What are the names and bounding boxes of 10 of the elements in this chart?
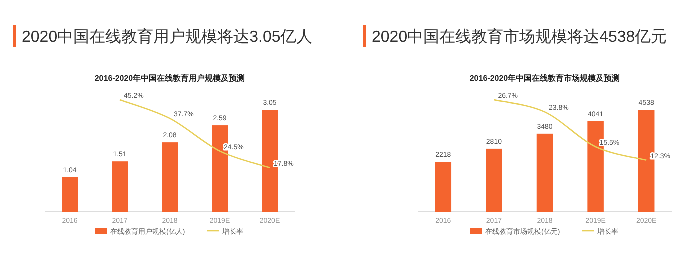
bar <box>62 177 78 212</box>
bar <box>536 134 554 212</box>
bar <box>435 162 452 212</box>
bar <box>486 148 502 212</box>
bar <box>112 162 128 212</box>
chart-title: 2020中国在线教育市场规模将达4538亿元 <box>372 28 668 46</box>
chart-subtitle: 2016-2020年中国在线教育用户规模及预测 <box>94 73 246 83</box>
chart-subtitle: 2016-2020年中国在线教育市场规模及预测 <box>470 73 620 83</box>
bar <box>162 142 178 212</box>
chart-title: 2020中国在线教育用户规模将达3.05亿人 <box>22 28 313 46</box>
